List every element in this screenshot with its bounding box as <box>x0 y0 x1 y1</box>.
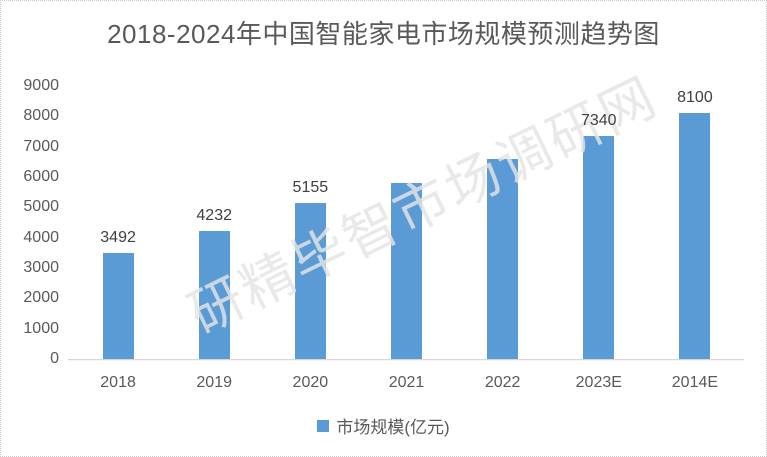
x-tick-label-2022: 2022 <box>484 374 521 391</box>
x-tick-label-2020: 2020 <box>292 374 329 391</box>
legend-label: 市场规模(亿元) <box>336 418 450 437</box>
y-tick-label: 1000 <box>23 319 59 337</box>
legend-marker-icon <box>317 419 330 432</box>
y-tick-label: 0 <box>50 350 59 367</box>
bar-2019 <box>198 230 230 359</box>
y-tick-label: 6000 <box>23 168 59 185</box>
x-tick-label-2018: 2018 <box>100 374 136 391</box>
y-tick-label: 3000 <box>23 259 59 276</box>
bar-2021 <box>391 183 422 359</box>
y-tick-label: 5000 <box>23 198 59 216</box>
x-tick-label-2021: 2021 <box>388 374 425 391</box>
y-tick-label: 4000 <box>23 228 59 246</box>
data-label-2020: 5155 <box>292 178 329 196</box>
data-label-2018: 3492 <box>100 229 136 247</box>
y-tick-label: 7000 <box>23 137 59 155</box>
bar-2023E <box>583 136 615 359</box>
data-label-2023E: 7340 <box>580 112 617 130</box>
data-label-2019: 4232 <box>196 206 232 224</box>
x-tick-label-2014E: 2014E <box>671 374 719 391</box>
bar-2022 <box>487 159 519 359</box>
chart-title: 2018-2024年中国智能家电市场规模预测趋势图 <box>107 19 660 49</box>
x-tick-label-2019: 2019 <box>196 374 232 391</box>
legend: 市场规模(亿元) <box>1 413 766 438</box>
data-label-2014E: 8100 <box>677 89 713 107</box>
y-tick-label: 8000 <box>23 107 59 125</box>
bar-2018 <box>102 253 134 359</box>
x-tick-label-2023E: 2023E <box>575 374 622 391</box>
bar-2014E <box>679 113 711 359</box>
bar-2020 <box>294 202 326 359</box>
x-axis-line <box>68 359 744 360</box>
y-tick-label: 9000 <box>23 77 59 94</box>
y-tick-label: 2000 <box>23 289 59 307</box>
